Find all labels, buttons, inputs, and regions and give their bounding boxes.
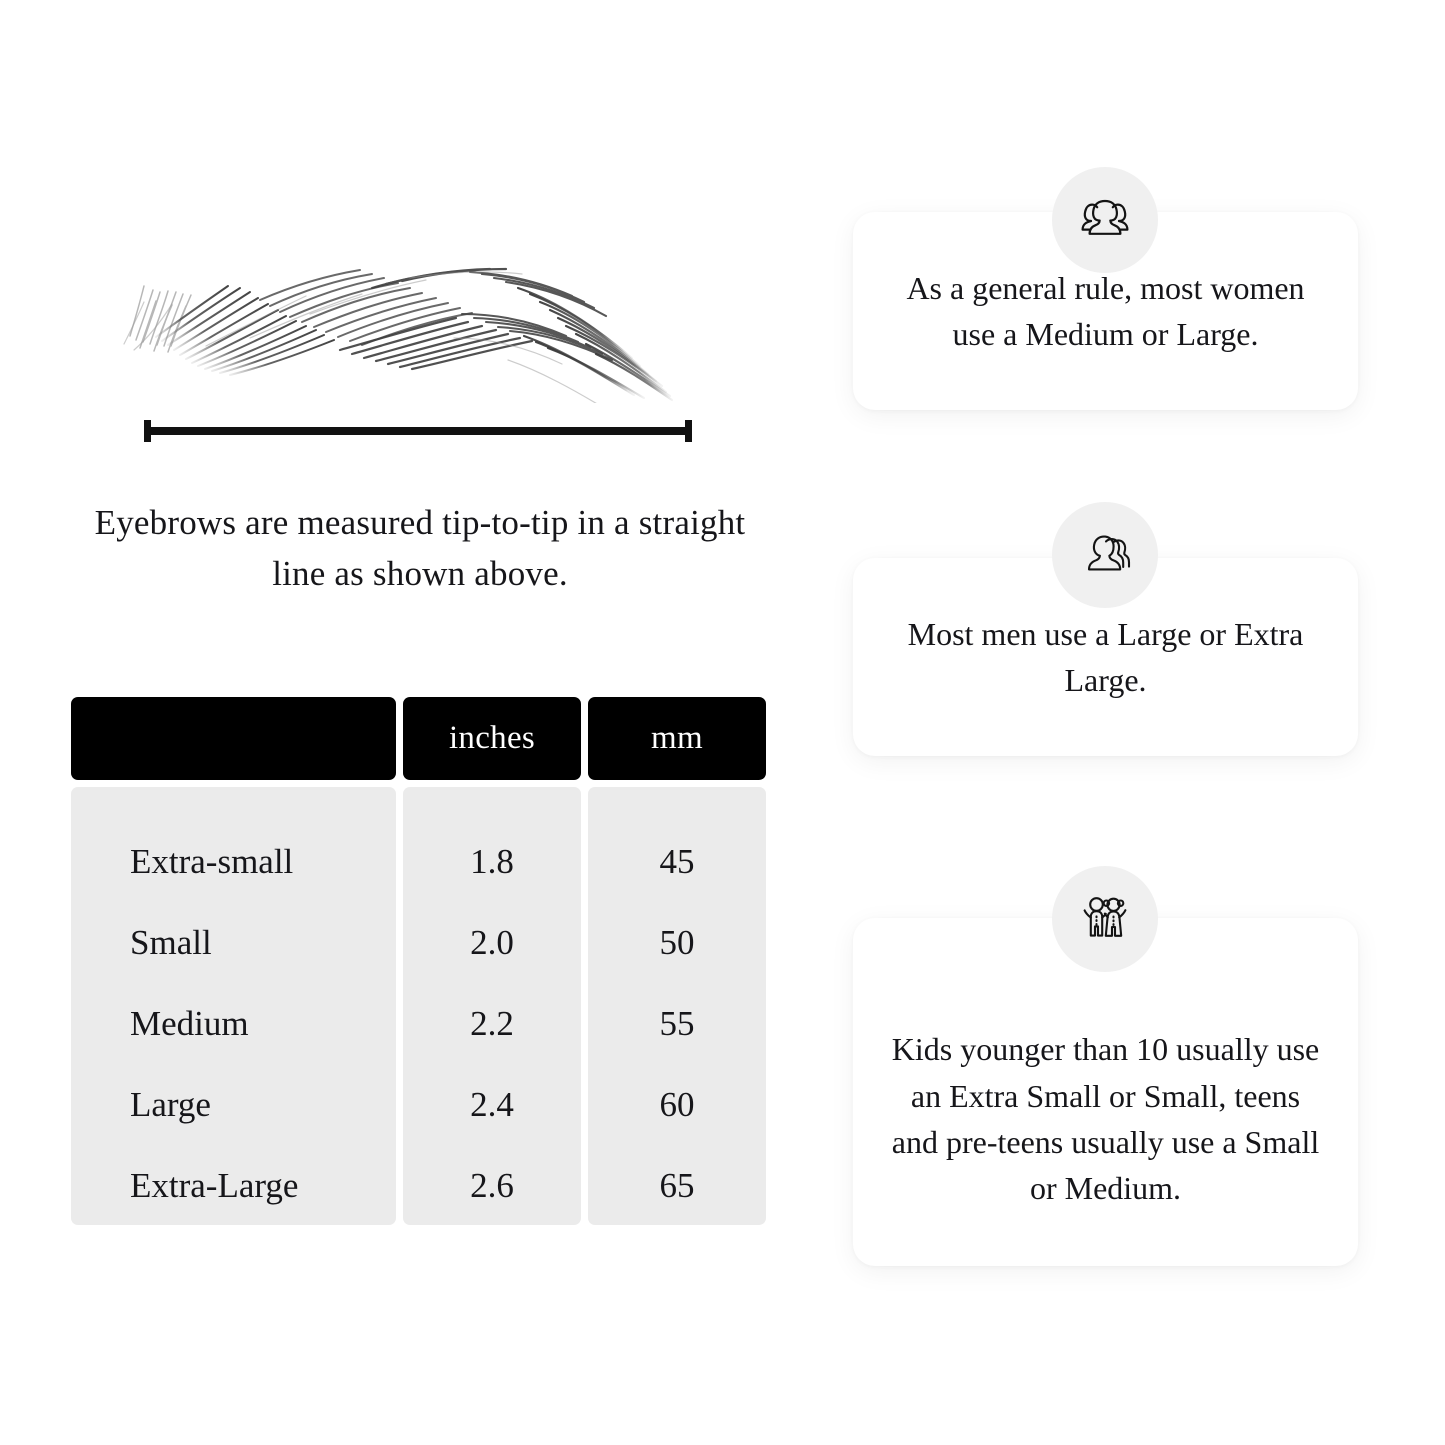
eyebrow-illustration (110, 228, 730, 403)
table-row: Extra-small (130, 841, 294, 881)
table-row: 65 (659, 1165, 695, 1205)
card-text: Kids younger than 10 usually use an Extr… (891, 1031, 1320, 1207)
table-row: 2.4 (470, 1084, 514, 1124)
men-group-icon (1052, 502, 1158, 608)
table-column-size: Extra-small Small Medium Large Extra-Lar… (71, 787, 396, 1225)
eyebrow-measurement-pane: Eyebrows are measured tip-to-tip in a st… (71, 228, 766, 1225)
table-row: Medium (130, 1003, 249, 1043)
table-row: 2.2 (470, 1003, 514, 1043)
kids-icon (1052, 866, 1158, 972)
table-row: 45 (659, 841, 695, 881)
table-header-row: inches mm (71, 697, 766, 780)
table-row: 1.8 (470, 841, 514, 881)
table-column-mm: 45 50 55 60 65 (588, 787, 766, 1225)
table-row: Small (130, 922, 212, 962)
table-header-mm: mm (588, 697, 766, 780)
recommendation-card-men: Most men use a Large or Extra Large. (853, 558, 1358, 756)
table-row: 2.0 (470, 922, 514, 962)
table-body: Extra-small Small Medium Large Extra-Lar… (71, 787, 766, 1225)
table-row: 55 (659, 1003, 695, 1043)
table-row: Large (130, 1084, 211, 1124)
card-text: As a general rule, most women use a Medi… (906, 269, 1305, 352)
tip-to-tip-measurement-bar (144, 419, 692, 443)
table-row: 50 (659, 922, 695, 962)
table-row: 2.6 (470, 1165, 514, 1205)
table-row: Extra-Large (130, 1165, 299, 1205)
table-header-inches: inches (403, 697, 581, 780)
size-chart-table: inches mm Extra-small Small Medium Large… (71, 697, 766, 1225)
recommendations-pane: As a general rule, most women use a Medi… (800, 0, 1445, 1445)
measurement-caption: Eyebrows are measured tip-to-tip in a st… (94, 503, 746, 593)
table-header-size (71, 697, 396, 780)
table-row: 60 (659, 1084, 695, 1124)
recommendation-card-kids: Kids younger than 10 usually use an Extr… (853, 918, 1358, 1266)
women-group-icon (1052, 167, 1158, 273)
card-text: Most men use a Large or Extra Large. (907, 615, 1304, 698)
table-column-inches: 1.8 2.0 2.2 2.4 2.6 (403, 787, 581, 1225)
